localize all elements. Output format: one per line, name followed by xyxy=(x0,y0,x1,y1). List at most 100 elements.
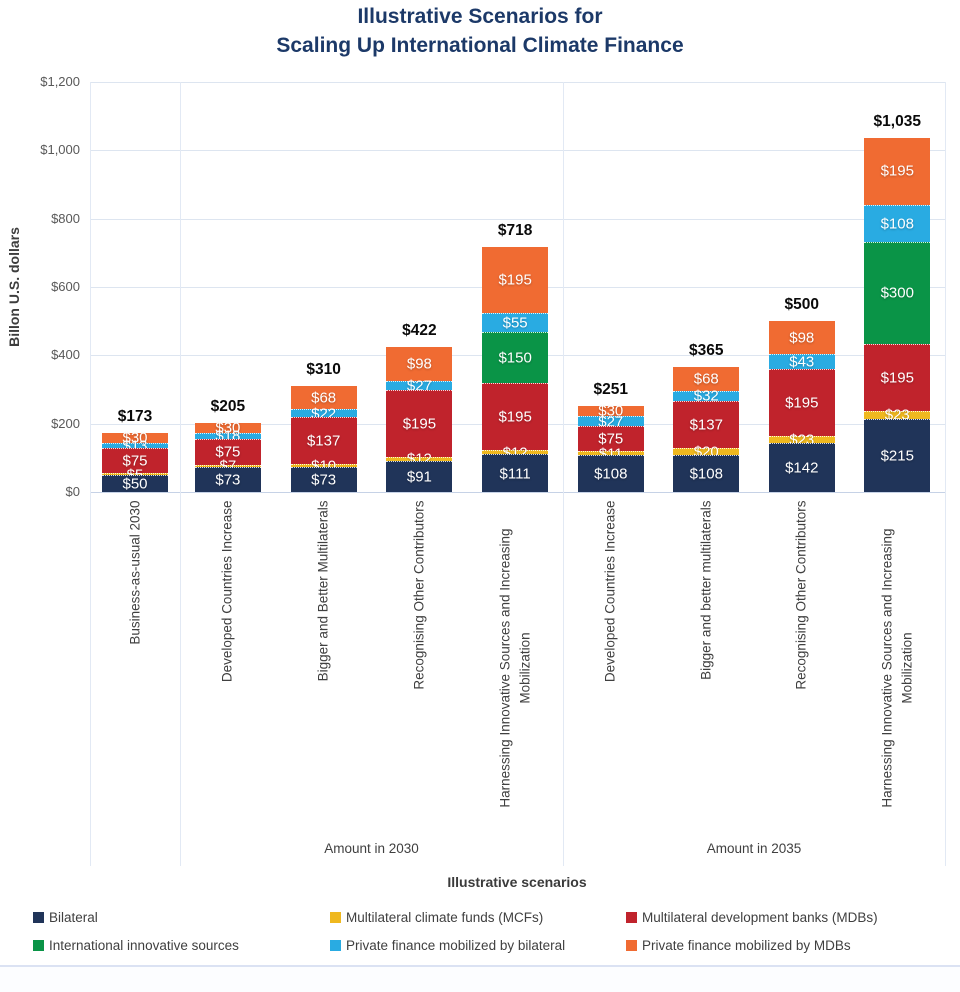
category-label: Recognising Other Contributors xyxy=(397,500,441,835)
segment-private_bilateral: $22 xyxy=(290,406,357,421)
segment-mdb: $137 xyxy=(673,401,740,449)
segment-value-label: $195 xyxy=(498,271,532,289)
segment-value-label: $108 xyxy=(594,465,628,483)
segment-value-label: $75 xyxy=(598,430,624,448)
y-tick-label: $400 xyxy=(51,347,80,363)
segment-innovative: $300 xyxy=(864,241,931,345)
y-tick-label: $600 xyxy=(51,279,80,294)
legend-label: Bilateral xyxy=(49,910,98,925)
segment-bilateral: $108 xyxy=(577,455,644,492)
segment-value-label: $91 xyxy=(406,468,432,486)
group-label-2035: Amount in 2035 xyxy=(706,841,802,856)
category-label-text: Harnessing Innovative Sources and Increa… xyxy=(497,527,533,808)
segment-value-label: $300 xyxy=(880,284,914,302)
segment-value-label: $195 xyxy=(402,415,437,433)
segment-private_bilateral: $27 xyxy=(577,414,644,429)
segment-value-label: $150 xyxy=(498,349,532,367)
page-title: Illustrative Scenarios for Scaling Up In… xyxy=(0,2,960,60)
bottom-margin xyxy=(0,967,960,992)
segment-bilateral: $111 xyxy=(482,454,549,492)
segment-value-label: $68 xyxy=(311,389,337,407)
segment-value-label: $75 xyxy=(215,443,241,461)
column-separator-2 xyxy=(563,82,564,866)
segment-value-label: $68 xyxy=(693,370,719,388)
segment-bilateral: $142 xyxy=(768,443,835,492)
segment-value-label: $111 xyxy=(499,465,531,482)
category-label: Developed Countries Increase xyxy=(206,500,250,835)
y-tick-label: $0 xyxy=(65,484,80,499)
legend-swatch-private_bilateral xyxy=(330,940,341,951)
legend-label: Private finance mobilized by bilateral xyxy=(346,938,566,953)
segment-innovative: $150 xyxy=(482,332,549,384)
segment-private_mdb: $68 xyxy=(673,367,740,391)
bar-total-label: $500 xyxy=(784,295,819,313)
segment-value-label: $195 xyxy=(498,408,532,426)
segment-value-label: $73 xyxy=(215,471,241,489)
segment-mcf: $23 xyxy=(864,408,931,423)
category-label: Bigger and Better Multilaterals xyxy=(302,500,346,835)
segment-bilateral: $50 xyxy=(102,474,168,492)
category-label: Bigger and better multilaterals xyxy=(684,500,728,835)
y-tick-label: $1,200 xyxy=(40,74,80,89)
y-tick-label: $200 xyxy=(51,415,80,431)
category-label: Harnessing Innovative Sources and Increa… xyxy=(875,500,919,835)
segment-bilateral: $108 xyxy=(673,455,740,492)
legend-swatch-bilateral xyxy=(33,912,44,923)
category-label-text: Recognising Other Contributors xyxy=(411,500,427,690)
bar-total-label: $310 xyxy=(306,361,341,379)
segment-private_bilateral: $55 xyxy=(482,313,549,333)
column-separator-1 xyxy=(180,82,181,866)
bar-5: $195 $55 $150 $195 $12 $111 xyxy=(482,246,549,492)
segment-mdb: $195 xyxy=(768,368,835,436)
category-label: Harnessing Innovative Sources and Increa… xyxy=(493,500,537,835)
segment-value-label: $98 xyxy=(406,355,432,373)
gridline-800 xyxy=(90,218,945,220)
segment-mdb: $195 xyxy=(864,344,931,411)
bar-9: $195 $108 $300 $195 $23 $215 xyxy=(864,138,931,492)
title-line-2: Scaling Up International Climate Finance xyxy=(276,34,684,57)
category-label: Developed Countries Increase xyxy=(589,500,633,835)
legend-label: International innovative sources xyxy=(49,938,239,953)
segment-bilateral: $73 xyxy=(290,467,357,492)
bar-total-label: $173 xyxy=(117,407,153,425)
bar-4: $98 $27 $195 $12 $91 xyxy=(386,347,453,492)
segment-mcf: $20 xyxy=(673,445,740,460)
segment-private_mdb: $195 xyxy=(864,138,931,205)
legend-swatch-innovative xyxy=(33,940,44,951)
segment-mcf: $23 xyxy=(768,433,835,448)
segment-bilateral: $73 xyxy=(194,467,261,492)
segment-private_bilateral: $27 xyxy=(386,379,453,394)
category-label-text: Harnessing Innovative Sources and Increa… xyxy=(879,527,915,808)
legend-swatch-mcf xyxy=(330,912,341,923)
bar-total-label: $718 xyxy=(497,221,533,239)
category-label-text: Developed Countries Increase xyxy=(602,500,618,682)
category-label-text: Bigger and better multilaterals xyxy=(698,500,714,680)
segment-value-label: $98 xyxy=(789,329,815,347)
segment-mdb: $195 xyxy=(482,383,549,450)
segment-value-label: $137 xyxy=(689,416,723,434)
segment-private_mdb: $30 xyxy=(194,420,261,435)
segment-mdb: $137 xyxy=(290,416,357,464)
segment-bilateral: $215 xyxy=(864,418,931,492)
gridline-1200 xyxy=(90,82,945,83)
y-tick-label: $800 xyxy=(51,210,80,226)
segment-private_mdb: $68 xyxy=(290,386,357,410)
bar-6: $30 $27 $75 $11 $108 xyxy=(577,404,644,492)
segment-value-label: $108 xyxy=(689,465,723,483)
bar-7: $68 $32 $137 $20 $108 xyxy=(673,367,740,492)
legend-item-bilateral: Bilateral xyxy=(33,910,98,926)
segment-value-label: $55 xyxy=(502,314,528,332)
segment-private_bilateral: $43 xyxy=(768,353,835,371)
category-label-text: Recognising Other Contributors xyxy=(793,500,809,690)
segment-bilateral: $91 xyxy=(386,460,453,492)
bar-3: $68 $22 $137 $10 $73 xyxy=(290,386,357,492)
category-label: Business-as-usual 2030 xyxy=(113,500,157,835)
segment-mdb: $75 xyxy=(194,439,261,465)
category-label-text: Business-as-usual 2030 xyxy=(127,500,142,645)
segment-value-label: $43 xyxy=(789,353,815,371)
category-label-text: Bigger and Better Multilaterals xyxy=(315,500,331,681)
legend-item-private_bilateral: Private finance mobilized by bilateral xyxy=(330,938,565,954)
legend-label: Multilateral climate funds (MCFs) xyxy=(346,910,544,925)
x-axis-title: Illustrative scenarios xyxy=(447,874,587,890)
